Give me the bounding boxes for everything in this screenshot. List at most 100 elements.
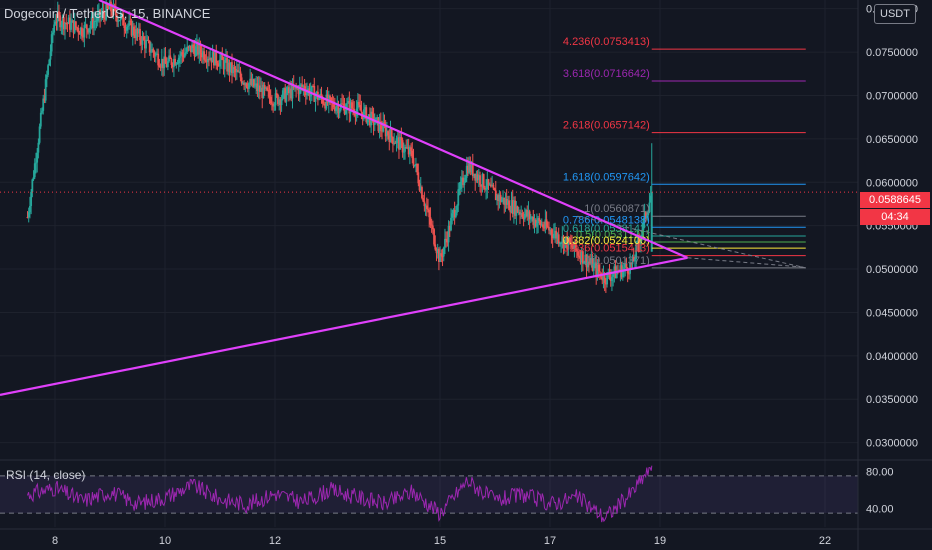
candle-body xyxy=(400,137,403,141)
candle-body xyxy=(227,62,230,72)
candle-body xyxy=(450,217,452,231)
time-axis[interactable]: 8 10 12 15 17 19 22 xyxy=(52,535,831,547)
candle-body xyxy=(594,262,596,265)
candle-body xyxy=(476,174,479,181)
candle-body xyxy=(50,34,53,52)
candle-body xyxy=(101,10,104,15)
candle-body xyxy=(638,242,641,244)
candle-body xyxy=(465,165,468,178)
candle-body xyxy=(220,54,222,60)
x-tick-label: 10 xyxy=(159,535,171,547)
candle-body xyxy=(624,263,627,268)
candle-body xyxy=(289,88,291,94)
candle-body xyxy=(95,20,98,22)
candle-body xyxy=(577,251,579,256)
candle-body xyxy=(290,88,293,99)
candle-body xyxy=(404,147,406,152)
candle-body xyxy=(240,77,243,84)
candle-body xyxy=(237,70,239,73)
candle-body xyxy=(444,238,446,248)
candle-body xyxy=(260,87,262,92)
apex-projection xyxy=(687,257,806,268)
candle-body xyxy=(578,255,581,257)
last-price-tag: 0.0588645 xyxy=(860,192,930,208)
candle-body xyxy=(166,61,169,68)
candle-body xyxy=(114,7,117,16)
candle-body xyxy=(165,63,168,68)
triangle-trendlines[interactable] xyxy=(0,0,806,396)
candle-body xyxy=(245,83,248,87)
candle-body xyxy=(321,98,324,104)
candle-body xyxy=(580,251,583,263)
candle-body xyxy=(542,224,544,228)
candle-body xyxy=(164,56,167,64)
candle-body xyxy=(551,234,554,239)
candle-body xyxy=(38,126,41,143)
candle-body xyxy=(562,236,565,249)
candle-body xyxy=(636,240,639,245)
candle-body xyxy=(367,114,370,117)
candle-body xyxy=(125,26,128,31)
candle-body xyxy=(485,188,487,190)
candle-body xyxy=(510,200,513,213)
y-tick-label: 0.0650000 xyxy=(866,134,918,146)
candle-body xyxy=(78,32,81,35)
candle-body xyxy=(277,94,279,105)
candle-body xyxy=(378,121,381,132)
candle-body xyxy=(644,212,647,219)
price-candles xyxy=(0,0,858,293)
candle-body xyxy=(310,85,313,93)
candle-body xyxy=(264,87,267,89)
candle-body xyxy=(200,52,203,58)
candle-body xyxy=(281,90,284,99)
candle-body xyxy=(550,229,553,235)
candle-body xyxy=(602,273,605,281)
currency-button[interactable]: USDT xyxy=(874,4,916,24)
candle-body xyxy=(517,212,520,214)
fib-level-label: 2.618(0.0657142) xyxy=(563,120,650,132)
candle-body xyxy=(608,272,611,278)
candle-body xyxy=(532,216,535,225)
candle-body xyxy=(527,211,530,217)
price-axis[interactable]: 0.08000000.07500000.07000000.06500000.06… xyxy=(857,0,918,550)
candle-body xyxy=(258,85,261,92)
candle-body xyxy=(29,205,31,213)
candle-body xyxy=(584,254,587,262)
candle-body xyxy=(71,20,74,23)
candle-body xyxy=(549,229,552,231)
candle-body xyxy=(274,93,277,106)
candle-body xyxy=(307,88,310,92)
candle-body xyxy=(583,261,585,264)
candle-body xyxy=(499,194,502,202)
candle-body xyxy=(319,93,322,98)
candle-body xyxy=(536,222,538,227)
candle-body xyxy=(49,51,52,60)
fib-level-label: 0.236(0.0515413) xyxy=(563,243,650,255)
candle-body xyxy=(257,85,260,91)
candle-body xyxy=(634,259,636,262)
fibonacci-extension[interactable]: 4.236(0.0753413) 3.618(0.0716642) 2.618(0.… xyxy=(563,36,806,269)
candle-body xyxy=(62,17,65,30)
candle-body xyxy=(346,103,348,111)
candle-body xyxy=(349,102,352,114)
candle-body xyxy=(76,27,79,29)
candle-body xyxy=(148,40,151,53)
candle-body xyxy=(344,110,347,114)
candle-body xyxy=(158,65,161,67)
candle-body xyxy=(405,147,408,149)
candle-body xyxy=(212,51,215,66)
candle-body xyxy=(619,265,622,272)
candle-body xyxy=(595,262,598,276)
candle-body xyxy=(139,28,141,41)
candle-body xyxy=(431,225,434,230)
bar-timer-tag: 04:34 xyxy=(860,209,930,225)
candle-body xyxy=(39,112,42,127)
candle-body xyxy=(221,54,224,60)
candle-body xyxy=(145,40,147,49)
candle-body xyxy=(41,110,43,113)
candle-body xyxy=(119,15,122,21)
candle-body xyxy=(452,209,455,214)
fib-level-label: 3.618(0.0716642) xyxy=(563,68,650,80)
candle-body xyxy=(284,88,287,102)
